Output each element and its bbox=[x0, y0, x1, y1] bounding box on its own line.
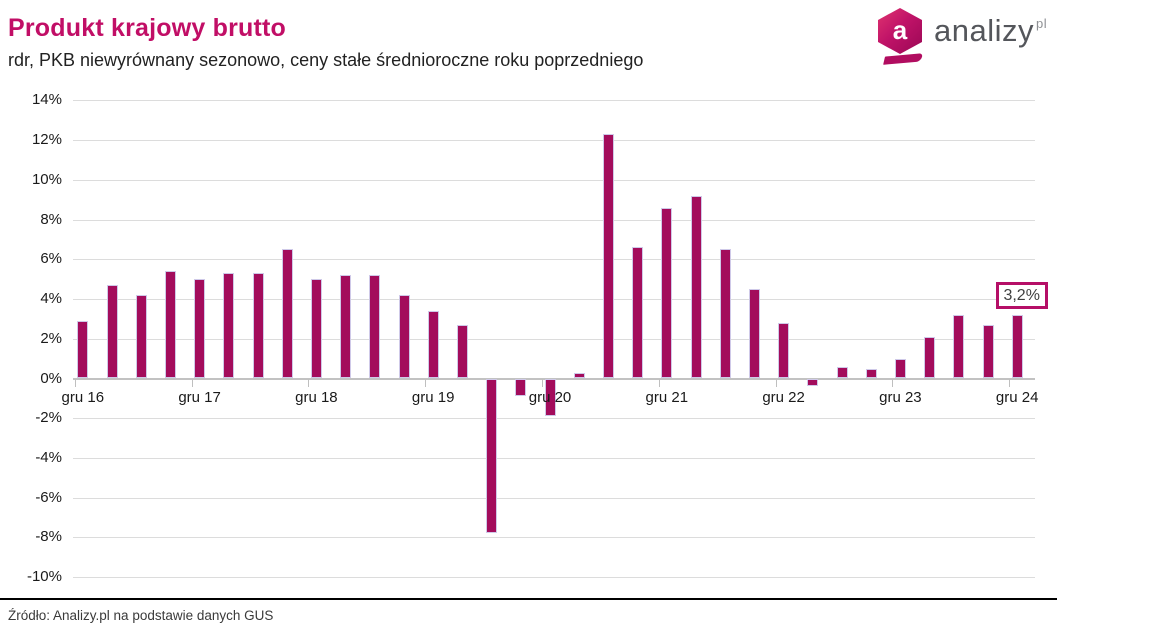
bar bbox=[106, 285, 118, 379]
footer-divider bbox=[0, 598, 1057, 600]
y-axis-label: 14% bbox=[31, 91, 62, 109]
bar bbox=[894, 358, 906, 379]
bar bbox=[398, 295, 410, 379]
bar bbox=[982, 324, 994, 379]
bar bbox=[310, 279, 322, 379]
gridline bbox=[73, 100, 1035, 102]
x-axis-tick bbox=[191, 379, 193, 387]
logo-tld: pl bbox=[1036, 16, 1048, 31]
y-axis-label: -8% bbox=[35, 528, 62, 546]
bar bbox=[807, 378, 819, 387]
analizy-hexagon-icon: a bbox=[878, 8, 922, 54]
bar bbox=[953, 314, 965, 379]
x-axis-label: gru 18 bbox=[295, 389, 338, 406]
logo-wordmark: analizy pl bbox=[934, 13, 1047, 49]
bar bbox=[836, 366, 848, 379]
y-axis-label: 2% bbox=[40, 329, 62, 347]
bar bbox=[719, 249, 731, 379]
bar bbox=[544, 378, 556, 417]
bar bbox=[865, 368, 877, 379]
gridline bbox=[73, 418, 1035, 420]
analizy-logo: a analizy pl bbox=[876, 4, 1047, 66]
logo-name: analizy bbox=[934, 13, 1034, 48]
x-axis-label: gru 23 bbox=[879, 389, 922, 406]
gridline bbox=[73, 299, 1035, 301]
gridline bbox=[73, 497, 1035, 499]
gridline bbox=[73, 179, 1035, 181]
x-axis-label: gru 17 bbox=[178, 389, 221, 406]
bar bbox=[369, 275, 381, 379]
gridline bbox=[73, 140, 1035, 142]
gridline bbox=[73, 577, 1035, 579]
bar bbox=[602, 134, 614, 379]
y-axis-label: -4% bbox=[35, 448, 62, 466]
page-title: Produkt krajowy brutto bbox=[8, 14, 287, 42]
bar bbox=[632, 247, 644, 379]
x-axis-tick bbox=[658, 379, 660, 387]
bar bbox=[340, 275, 352, 379]
bar bbox=[252, 273, 264, 379]
bar bbox=[573, 372, 585, 379]
source-note: Źródło: Analizy.pl na podstawie danych G… bbox=[8, 608, 274, 623]
y-axis-label: -6% bbox=[35, 488, 62, 506]
bar bbox=[1011, 314, 1023, 379]
x-axis-label: gru 24 bbox=[995, 389, 1039, 406]
x-axis-tick bbox=[892, 379, 894, 387]
bar bbox=[135, 295, 147, 379]
bar bbox=[456, 324, 468, 379]
gridline bbox=[73, 537, 1035, 539]
y-axis-label: 4% bbox=[40, 290, 62, 308]
x-axis-tick bbox=[425, 379, 427, 387]
bar bbox=[281, 249, 293, 379]
x-axis-tick bbox=[1009, 379, 1011, 387]
x-axis-tick bbox=[775, 379, 777, 387]
bar bbox=[164, 271, 176, 379]
y-axis-label: 6% bbox=[40, 250, 62, 268]
logo-swoosh-icon bbox=[883, 53, 923, 65]
x-axis-label: gru 22 bbox=[762, 389, 805, 406]
bar bbox=[223, 273, 235, 379]
y-axis-label: -2% bbox=[35, 409, 62, 427]
bar bbox=[661, 207, 673, 379]
x-axis-tick bbox=[74, 379, 76, 387]
bar bbox=[924, 336, 936, 379]
bar bbox=[515, 378, 527, 397]
y-axis-label: 12% bbox=[31, 131, 62, 149]
gridline bbox=[73, 457, 1035, 459]
y-axis-label: 0% bbox=[40, 369, 62, 387]
bar bbox=[748, 289, 760, 379]
bar bbox=[77, 320, 89, 379]
value-callout: 3,2% bbox=[995, 281, 1048, 309]
bar bbox=[690, 195, 702, 379]
x-axis-label: gru 19 bbox=[411, 389, 455, 406]
x-axis-label: gru 16 bbox=[61, 389, 105, 406]
x-axis-label: gru 20 bbox=[528, 389, 572, 406]
x-axis-tick bbox=[308, 379, 310, 387]
gridline bbox=[73, 338, 1035, 340]
bar bbox=[486, 378, 498, 534]
bar bbox=[778, 322, 790, 379]
chart-subtitle: rdr, PKB niewyrównany sezonowo, ceny sta… bbox=[8, 50, 644, 70]
y-axis-label: 8% bbox=[40, 210, 62, 228]
x-axis-tick bbox=[542, 379, 543, 387]
gridline bbox=[73, 219, 1035, 221]
x-axis-label: gru 21 bbox=[645, 389, 689, 406]
bar bbox=[194, 279, 206, 379]
gridline bbox=[73, 259, 1035, 261]
logo-letter: a bbox=[892, 15, 908, 45]
bar bbox=[427, 310, 439, 379]
y-axis-label: 10% bbox=[31, 170, 62, 188]
y-axis-label: -10% bbox=[26, 568, 62, 586]
